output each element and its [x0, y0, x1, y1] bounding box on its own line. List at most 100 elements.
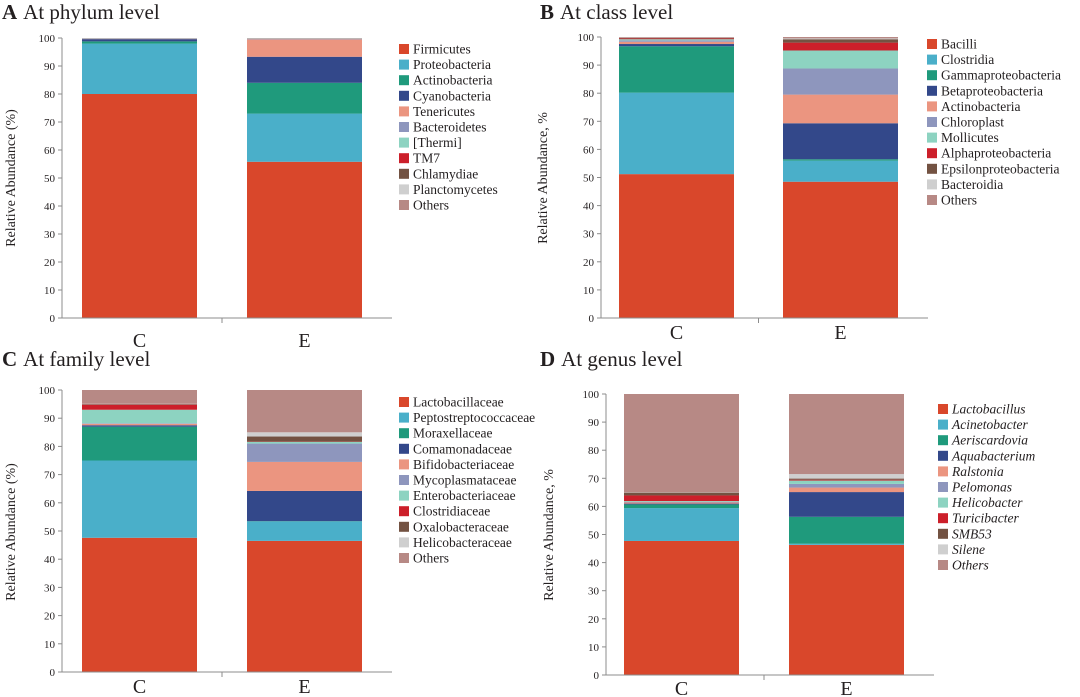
- bar-segment-actinobacteria: [619, 41, 734, 45]
- legend-swatch: [399, 428, 409, 439]
- bar-segment-epsilonproteobacteria: [619, 37, 734, 39]
- panel-title: B At class level: [540, 0, 673, 24]
- legend-label: Actinobacteria: [941, 99, 1020, 114]
- y-tick-label: 100: [583, 389, 600, 401]
- x-tick-label: C: [670, 322, 683, 344]
- x-tick-label: C: [133, 676, 146, 697]
- legend-swatch: [399, 553, 409, 563]
- y-tick-label: 70: [44, 117, 56, 129]
- legend-label: Betaproteobacteria: [941, 83, 1043, 98]
- legend-swatch: [927, 163, 937, 174]
- legend-swatch: [938, 482, 948, 492]
- legend-swatch: [938, 419, 948, 430]
- bar-segment-mycoplasmataceae: [82, 423, 197, 424]
- legend-label: Moraxellaceae: [413, 426, 492, 441]
- y-axis-label: Relative Abundance (%): [4, 463, 19, 601]
- legend-swatch: [399, 137, 409, 148]
- legend-swatch: [927, 117, 937, 127]
- legend-label: SMB53: [952, 526, 992, 541]
- panel-title-text: At genus level: [561, 347, 682, 371]
- legend-label: Helicobacteraceae: [413, 535, 512, 550]
- legend-swatch: [927, 179, 937, 190]
- bar-segment-lactobacillaceae: [82, 537, 197, 672]
- legend-swatch: [399, 537, 409, 548]
- bar-segment-aquabacterium: [789, 492, 904, 517]
- legend-label: Mollicutes: [941, 130, 999, 145]
- y-axis-label: Relative Abundance, %: [542, 469, 557, 601]
- bar-segment-lactobacillus: [789, 544, 904, 675]
- y-tick-label: 80: [588, 445, 600, 457]
- bar-segment-mollicutes: [619, 39, 734, 41]
- legend-label: Peptostreptococcaceae: [413, 410, 535, 425]
- y-tick-label: 30: [44, 229, 56, 241]
- bar-segment-firmicutes: [247, 161, 362, 318]
- legend-swatch: [399, 44, 409, 54]
- bar-stack-e: [789, 394, 904, 675]
- bar-segment-firmicutes: [82, 94, 197, 318]
- bar-segment-proteobacteria: [247, 113, 362, 162]
- legend-label: Lactobacillus: [951, 402, 1026, 417]
- bar-segment-actinobacteria: [783, 94, 898, 124]
- y-tick-label: 50: [44, 526, 56, 538]
- legend-label: Ralstonia: [951, 464, 1004, 479]
- bar-segment-lactobacillaceae: [247, 540, 362, 672]
- y-tick-label: 0: [50, 313, 56, 325]
- bar-segment-turicibacter: [789, 479, 904, 481]
- legend-swatch: [399, 443, 409, 454]
- bar-segment-smb53: [624, 492, 739, 496]
- x-tick-label: E: [298, 330, 310, 352]
- bar-segment-bacilli: [783, 181, 898, 318]
- x-tick-label: C: [675, 678, 688, 697]
- legend-swatch: [399, 184, 409, 195]
- x-tick-label: E: [298, 676, 310, 697]
- bar-stack-c: [624, 394, 739, 675]
- bar-segment-gammaproteobacteria: [783, 159, 898, 161]
- y-tick-label: 90: [44, 61, 56, 73]
- bar-segment-clostridiaceae: [82, 404, 197, 410]
- bar-segment-pelomonas: [789, 483, 904, 488]
- legend-swatch: [938, 497, 948, 508]
- bar-segment-cyanobacteria: [247, 56, 362, 83]
- panel-title: C At family level: [2, 347, 150, 371]
- panel-letter: C: [2, 347, 17, 371]
- y-tick-label: 0: [50, 667, 56, 679]
- legend-label: Silene: [952, 542, 985, 557]
- y-axis-label: Relative Abundance, %: [536, 112, 551, 244]
- bar-segment-betaproteobacteria: [619, 44, 734, 47]
- y-tick-label: 70: [583, 116, 595, 128]
- panel-b: B At class level C E 0 10 20 30 40 50 60 70 80 90 100 R…: [536, 0, 1061, 344]
- legend-swatch: [399, 168, 409, 179]
- bar-segment-alphaproteobacteria: [783, 42, 898, 51]
- legend-swatch: [938, 466, 948, 477]
- y-tick-label: 10: [588, 642, 600, 654]
- y-tick-label: 50: [588, 530, 600, 542]
- legend-label: Tenericutes: [413, 104, 475, 119]
- bar-segment-enterobacteriaceae: [82, 409, 197, 424]
- panel-title-text: At class level: [560, 0, 673, 24]
- legend-label: Acinetobacter: [951, 417, 1028, 432]
- bar-segment-peptostreptococcaceae: [247, 521, 362, 541]
- legend-label: Others: [952, 558, 989, 573]
- bar-segment-gammaproteobacteria: [619, 46, 734, 93]
- bar-segment-alphaproteobacteria: [619, 38, 734, 40]
- legend-label: Proteobacteria: [413, 57, 491, 72]
- legend-swatch: [399, 90, 409, 101]
- y-tick-label: 100: [39, 385, 56, 397]
- bar-segment-others: [82, 390, 197, 404]
- legend-label: Chloroplast: [941, 115, 1004, 130]
- bar-segment-epsilonproteobacteria: [783, 39, 898, 43]
- panel-letter: D: [540, 347, 555, 371]
- bar-stack-e: [247, 390, 362, 672]
- y-tick-label: 10: [44, 639, 56, 651]
- y-tick-label: 20: [44, 257, 56, 269]
- bar-segment-cyanobacteria: [82, 39, 197, 42]
- legend-swatch: [399, 490, 409, 501]
- y-tick-label: 70: [44, 470, 56, 482]
- x-tick-label: E: [834, 322, 846, 344]
- y-tick-label: 20: [44, 611, 56, 623]
- legend-label: Cyanobacteria: [413, 88, 491, 103]
- legend-swatch: [399, 75, 409, 86]
- legend-label: Others: [413, 551, 449, 566]
- bar-stack-e: [247, 38, 362, 318]
